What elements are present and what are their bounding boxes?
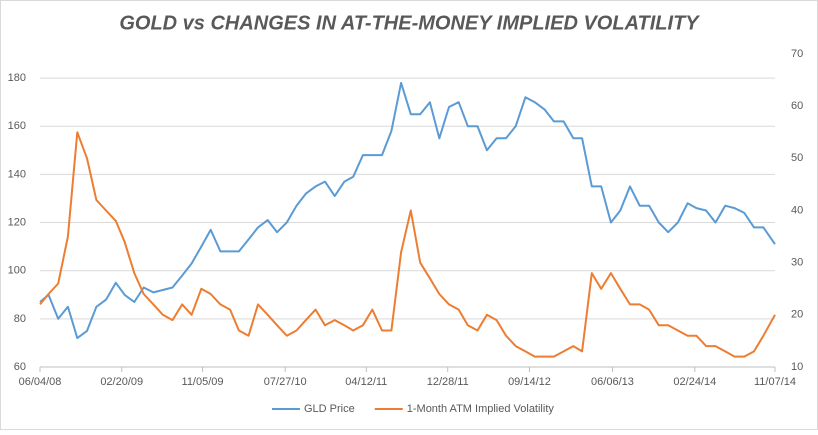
y2-tick-label: 20 xyxy=(791,309,803,321)
y-tick-label: 160 xyxy=(8,120,26,132)
series-line xyxy=(39,131,776,358)
series-line xyxy=(39,81,776,340)
x-tick-label: 11/07/14 xyxy=(754,376,796,388)
y-tick-label: 140 xyxy=(8,168,26,180)
x-tick-label: 07/27/10 xyxy=(264,376,307,388)
x-tick-label: 12/28/11 xyxy=(427,376,469,388)
y2-tick-label: 70 xyxy=(791,48,803,60)
y2-tick-label: 40 xyxy=(791,204,803,216)
x-tick-label: 02/20/09 xyxy=(100,376,143,388)
x-tick-label: 02/24/14 xyxy=(673,376,716,388)
legend-label: 1-Month ATM Implied Volatility xyxy=(407,403,555,415)
x-tick-label: 06/06/13 xyxy=(591,376,634,388)
x-tick-label: 04/12/11 xyxy=(345,376,387,388)
legend-label: GLD Price xyxy=(304,403,355,415)
y-tick-label: 120 xyxy=(8,216,26,228)
y-tick-label: 100 xyxy=(8,265,26,277)
y-tick-label: 80 xyxy=(14,313,26,325)
y-tick-label: 60 xyxy=(14,361,26,373)
y-tick-label: 180 xyxy=(8,72,26,84)
y2-tick-label: 60 xyxy=(791,100,803,112)
y2-tick-label: 30 xyxy=(791,257,803,269)
y2-tick-label: 10 xyxy=(791,361,803,373)
x-tick-label: 06/04/08 xyxy=(19,376,62,388)
x-tick-label: 09/14/12 xyxy=(508,376,551,388)
x-tick-label: 11/05/09 xyxy=(182,376,224,388)
y2-tick-label: 50 xyxy=(791,152,803,164)
chart-title: GOLD vs CHANGES IN AT-THE-MONEY IMPLIED … xyxy=(119,12,700,34)
